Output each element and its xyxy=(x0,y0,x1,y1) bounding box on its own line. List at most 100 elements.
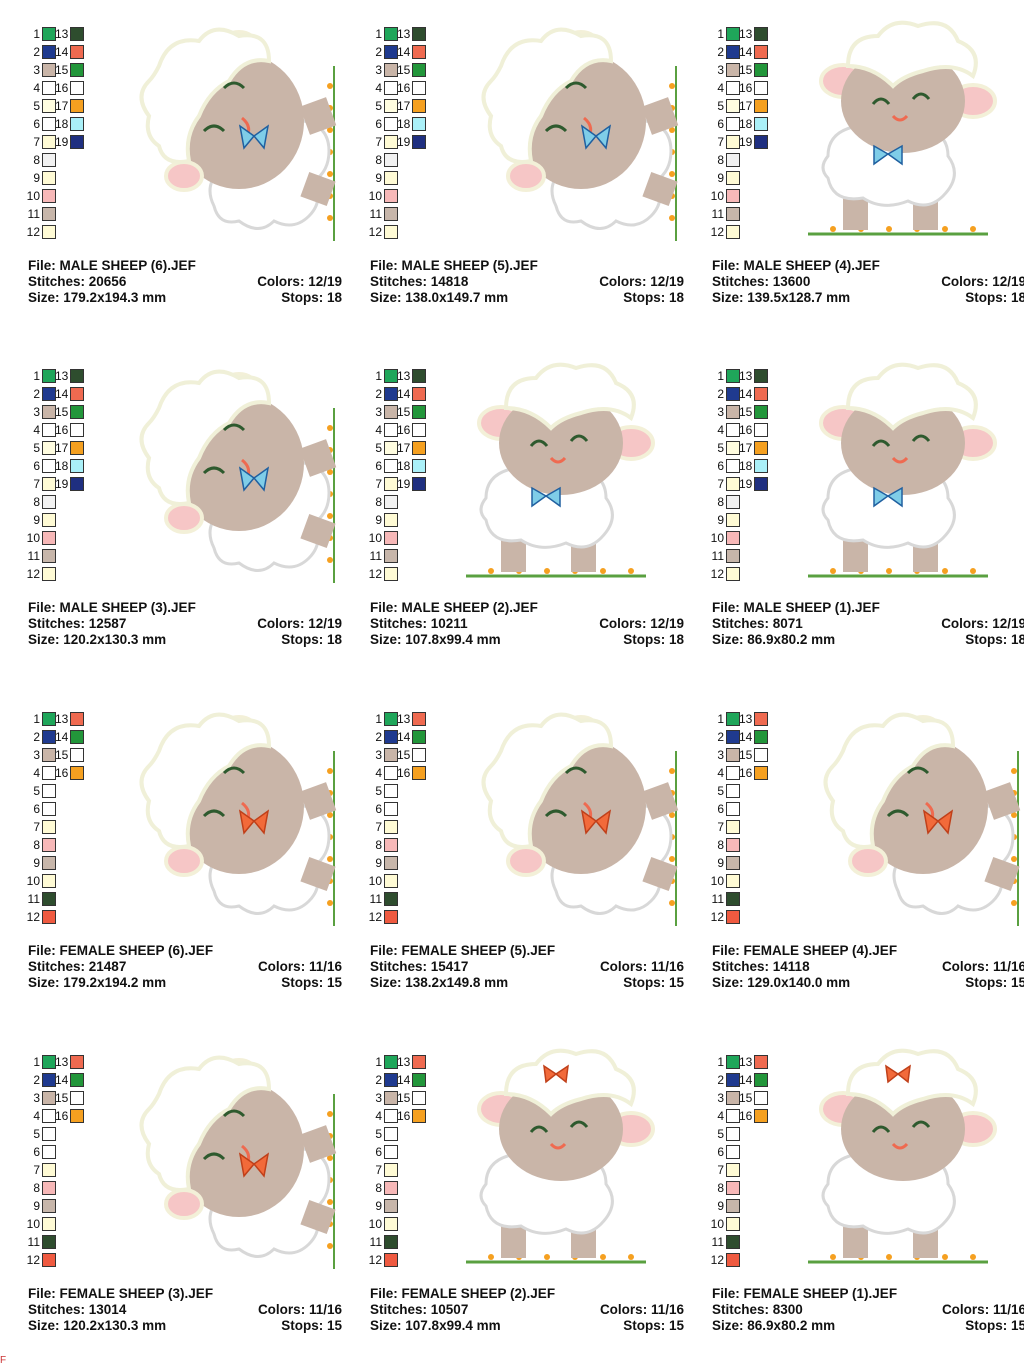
color-swatch xyxy=(754,1109,768,1123)
embroidery-preview xyxy=(823,712,1021,926)
color-swatch xyxy=(42,1253,56,1267)
palette-row: 11 xyxy=(14,548,94,566)
sheep-bow xyxy=(580,809,612,835)
stitch-count: 10507 xyxy=(430,1302,469,1317)
file-label: File: xyxy=(712,258,740,273)
palette-row: 3 15 xyxy=(14,1090,94,1108)
design-card: 1 13 2 14 3 15 4 16 5 6 7 8 9 10 11 12 File: FEMALE SHEE… xyxy=(698,685,1024,1028)
sheep-eye xyxy=(911,1120,931,1128)
color-swatch xyxy=(754,135,768,149)
color-swatch xyxy=(384,910,398,924)
palette-row: 8 xyxy=(698,837,778,855)
palette-index: 10 xyxy=(368,531,382,545)
palette-row: 7 19 xyxy=(356,476,436,494)
palette-row: 5 xyxy=(356,783,436,801)
sheep-leg xyxy=(300,856,336,892)
palette-index: 9 xyxy=(717,171,724,185)
color-swatch xyxy=(384,207,398,221)
palette-index: 5 xyxy=(717,99,724,113)
palette-index: 19 xyxy=(397,135,411,149)
sheep-eye xyxy=(202,1152,226,1161)
embroidery-preview xyxy=(808,1048,997,1264)
palette-index: 7 xyxy=(717,477,724,491)
color-swatch xyxy=(384,748,398,762)
flower-dot xyxy=(327,557,333,563)
design-info: File: MALE SHEEP (1).JEF Stitches: 8071 Co… xyxy=(712,600,1024,648)
colors-label: Colors: xyxy=(257,616,305,631)
color-swatch xyxy=(726,712,740,726)
color-count: 11/16 xyxy=(650,959,684,974)
palette-row: 10 xyxy=(356,1216,436,1234)
sheep-bow xyxy=(238,809,270,835)
color-swatch xyxy=(384,1073,398,1087)
design-card: 1 13 2 14 3 15 4 16 5 17 6 18 7 19 8 9 10 11 12 File: MALE … xyxy=(14,342,356,685)
palette-index: 19 xyxy=(55,477,69,491)
palette-index: 14 xyxy=(55,730,69,744)
colors-label: Colors: xyxy=(257,959,306,974)
design-info: File: MALE SHEEP (5).JEF Stitches: 14818 C… xyxy=(370,258,684,306)
stitches-label: Stitches: xyxy=(370,274,428,289)
color-swatch xyxy=(726,45,740,59)
color-swatch xyxy=(42,531,56,545)
palette-index: 16 xyxy=(55,1109,69,1123)
palette-row: 3 15 xyxy=(356,62,436,80)
sheep-leg xyxy=(641,782,679,820)
palette-index: 8 xyxy=(375,838,382,852)
file-label: File: xyxy=(370,258,398,273)
color-swatch xyxy=(42,1181,56,1195)
design-info: File: MALE SHEEP (3).JEF Stitches: 12587 C… xyxy=(28,600,342,648)
palette-row: 9 xyxy=(14,512,94,530)
flower-dot xyxy=(669,171,675,177)
size-label: Size: xyxy=(28,290,60,305)
flower-dot xyxy=(327,513,333,519)
design-info: File: MALE SHEEP (6).JEF Stitches: 20656 C… xyxy=(28,258,342,306)
palette-index: 4 xyxy=(717,81,724,95)
flower-dot xyxy=(970,226,976,232)
sheep-leg xyxy=(299,782,337,820)
color-swatch xyxy=(754,459,768,473)
file-name: FEMALE SHEEP (2).JEF xyxy=(401,1286,556,1301)
color-palette: 1 13 2 14 3 15 4 16 5 17 6 18 7 19 8 9 10 11 12 xyxy=(356,26,436,246)
flower-dot xyxy=(327,856,333,862)
sheep-leg xyxy=(300,513,336,549)
stops-label: Stops: xyxy=(965,290,1008,305)
palette-index: 11 xyxy=(711,207,724,221)
sheep-ear xyxy=(164,160,204,192)
stops-label: Stops: xyxy=(623,290,666,305)
palette-index: 17 xyxy=(397,441,411,455)
palette-row: 2 14 xyxy=(698,44,778,62)
design-card: 1 13 2 14 3 15 4 16 5 6 7 8 9 10 11 12 File: FEMALE SHEE… xyxy=(14,1028,356,1371)
palette-index: 7 xyxy=(717,820,724,834)
palette-index: 4 xyxy=(717,423,724,437)
design-size: 107.8x99.4 mm xyxy=(405,632,501,647)
palette-row: 6 xyxy=(356,1144,436,1162)
color-count: 12/19 xyxy=(992,274,1024,289)
palette-row: 2 14 xyxy=(356,729,436,747)
palette-row: 4 16 xyxy=(14,765,94,783)
design-card: 1 13 2 14 3 15 4 16 5 6 7 8 9 10 11 12 File: FEMALE SHEE… xyxy=(14,685,356,1028)
color-swatch xyxy=(42,1235,56,1249)
color-swatch xyxy=(42,477,56,491)
palette-index: 6 xyxy=(717,459,724,473)
palette-index: 3 xyxy=(717,63,724,77)
stops-label: Stops: xyxy=(281,632,324,647)
sheep-leg xyxy=(300,1199,336,1235)
palette-index: 11 xyxy=(27,1235,40,1249)
color-swatch xyxy=(384,81,398,95)
sheep-leg xyxy=(299,439,337,477)
palette-index: 9 xyxy=(33,513,40,527)
flower-dot xyxy=(628,568,634,574)
palette-index: 12 xyxy=(710,567,724,581)
palette-index: 1 xyxy=(375,712,382,726)
color-swatch xyxy=(754,766,768,780)
flower-dot xyxy=(488,568,494,574)
color-swatch xyxy=(70,369,84,383)
palette-index: 8 xyxy=(375,1181,382,1195)
color-swatch xyxy=(412,748,426,762)
palette-index: 12 xyxy=(26,1253,40,1267)
flower-dot xyxy=(669,215,675,221)
sheep-eye xyxy=(544,809,568,818)
palette-index: 7 xyxy=(33,820,40,834)
file-label: File: xyxy=(370,600,398,615)
color-swatch xyxy=(384,99,398,113)
